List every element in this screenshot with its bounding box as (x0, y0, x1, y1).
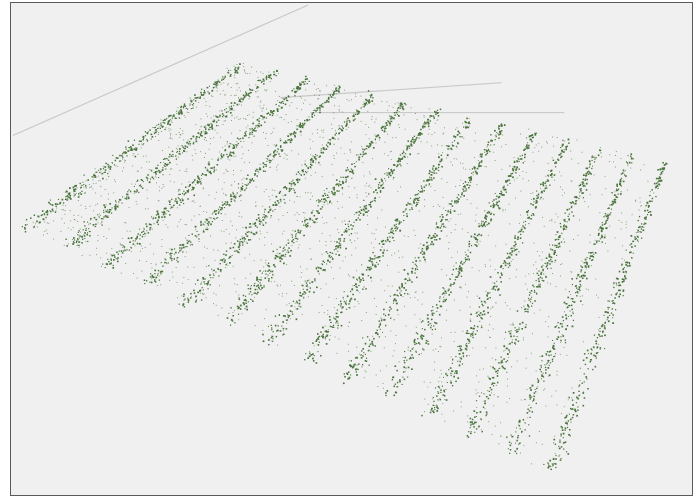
crop-row (543, 161, 668, 471)
viewport-background (11, 3, 692, 495)
crop-row (65, 69, 278, 247)
crop-row (385, 132, 537, 397)
crop-row-points (342, 123, 506, 385)
crop-row (143, 85, 341, 285)
crop-row-points (143, 85, 341, 285)
crop-row (21, 63, 241, 233)
point-cloud-canvas[interactable] (11, 3, 692, 495)
crop-row-points (385, 132, 537, 397)
ground-grid-line (280, 82, 502, 99)
crop-row-points (466, 149, 602, 438)
crop-row-points (543, 161, 668, 471)
crop-row (262, 108, 442, 346)
crop-row-points (262, 108, 442, 346)
ground-grid-line (12, 4, 309, 137)
crop-row (342, 123, 506, 385)
crop-row-points (65, 69, 278, 247)
point-cloud-viewport[interactable] (10, 2, 693, 496)
crop-row (466, 149, 602, 438)
crop-row-points (21, 63, 241, 233)
